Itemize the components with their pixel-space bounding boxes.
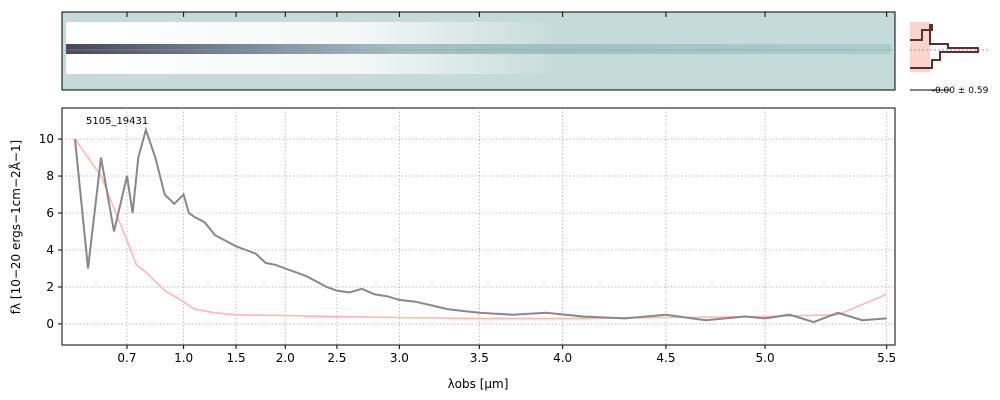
y-tick-label: 4 — [46, 243, 54, 257]
x-tick-label: 5.0 — [756, 351, 775, 365]
x-tick-label: 0.7 — [117, 351, 136, 365]
x-axis-label: λobs [μm] — [448, 377, 509, 391]
annotation: 5105_19431 — [86, 116, 148, 127]
y-tick-label: 0 — [46, 317, 54, 331]
hist-fill — [910, 22, 930, 72]
series-line — [74, 126, 887, 324]
series-line — [74, 138, 888, 320]
histogram — [910, 24, 979, 69]
x-tick-label: 4.0 — [553, 351, 572, 365]
spectrum-2d-trace — [66, 44, 891, 54]
y-tick-label: 6 — [46, 206, 54, 220]
x-tick-label: 3.5 — [470, 351, 489, 365]
y-tick-label: 2 — [46, 280, 54, 294]
y-axis-label: fλ [10−20 ergs−1cm−2Å−1] — [8, 140, 23, 314]
x-tick-label: 4.5 — [656, 351, 675, 365]
x-tick-label: 1.5 — [227, 351, 246, 365]
y-tick-label: 8 — [46, 169, 54, 183]
x-tick-label: 1.0 — [174, 351, 193, 365]
y-tick-label: 10 — [39, 132, 54, 146]
plot-frame — [61, 107, 896, 346]
hist-label: -0.00 ± 0.59 — [932, 86, 989, 96]
x-tick-label: 5.5 — [877, 351, 896, 365]
x-tick-label: 3.0 — [390, 351, 409, 365]
x-tick-label: 2.5 — [327, 351, 346, 365]
x-tick-label: 2.0 — [276, 351, 295, 365]
